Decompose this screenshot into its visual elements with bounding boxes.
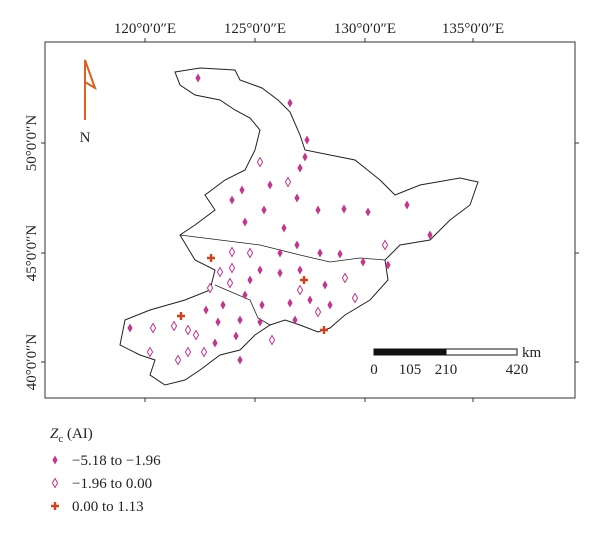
legend-entry: −5.18 to −1.96 — [72, 453, 161, 469]
north-arrow: N — [80, 59, 97, 146]
lon-label: 120°0′0″E — [114, 21, 176, 37]
frame-ticks — [41, 38, 579, 402]
lat-label: 45°0′0″N — [24, 225, 40, 282]
legend-entry: 0.00 to 1.13 — [72, 499, 144, 515]
scale-bar: km 0 105 210 420 — [370, 345, 541, 378]
legend: Zc (AI) −5.18 to −1.96 −1.96 to 0.00 0.0… — [49, 426, 161, 515]
north-label: N — [80, 130, 91, 146]
province-border — [179, 234, 386, 326]
legend-title-rest: (AI) — [63, 426, 93, 442]
region-outline — [119, 67, 479, 386]
legend-title-symbol: Z — [50, 426, 59, 442]
legend-title: Zc (AI) — [50, 426, 93, 445]
scale-label: 105 — [399, 362, 422, 378]
scale-unit: km — [522, 345, 542, 361]
lon-label: 130°0′0″E — [334, 21, 396, 37]
scale-label: 420 — [506, 362, 529, 378]
lat-label: 40°0′0″N — [24, 334, 40, 391]
scale-label: 0 — [370, 362, 378, 378]
lat-label: 50°0′0″N — [24, 115, 40, 172]
lon-label: 125°0′0″E — [224, 21, 286, 37]
lon-label: 135°0′0″E — [442, 21, 504, 37]
legend-entry: −1.96 to 0.00 — [72, 476, 152, 492]
scale-label: 210 — [435, 362, 458, 378]
legend-title-subscript: c — [58, 433, 63, 445]
